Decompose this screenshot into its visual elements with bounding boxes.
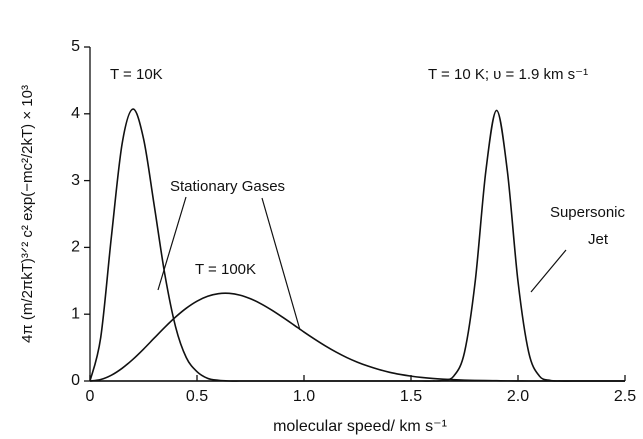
annotation: Supersonic [550,204,626,221]
x-tick-label: 1.5 [400,388,422,405]
curve [89,292,625,382]
y-tick-label: 3 [71,172,80,189]
annotation: Jet [588,231,609,248]
y-axis-label: 4π (m/2πkT)³ᐟ² c² exp(−mc²/2kT) × 10³ [19,85,36,343]
y-tick-label: 2 [71,239,80,256]
x-tick-label: 2.0 [507,388,529,405]
annotation: T = 10 K; υ = 1.9 km s⁻¹ [428,66,588,83]
x-tick-label: 2.5 [614,388,636,405]
y-tick-label: 1 [71,305,80,322]
curve [89,108,625,382]
y-tick-label: 5 [71,38,80,55]
y-tick-label: 0 [71,372,80,389]
x-tick-label: 0 [86,388,95,405]
annotation: Stationary Gases [170,178,285,195]
x-tick-label: 1.0 [293,388,315,405]
annotation: T = 100K [195,261,256,278]
x-axis-label: molecular speed/ km s⁻¹ [273,418,447,435]
x-tick-label: 0.5 [186,388,208,405]
leader-line [261,197,301,331]
annotation: T = 10K [110,66,163,83]
leader-line [157,196,187,291]
curve [90,109,625,382]
y-tick-label: 4 [71,105,80,122]
leader-line [530,249,567,293]
